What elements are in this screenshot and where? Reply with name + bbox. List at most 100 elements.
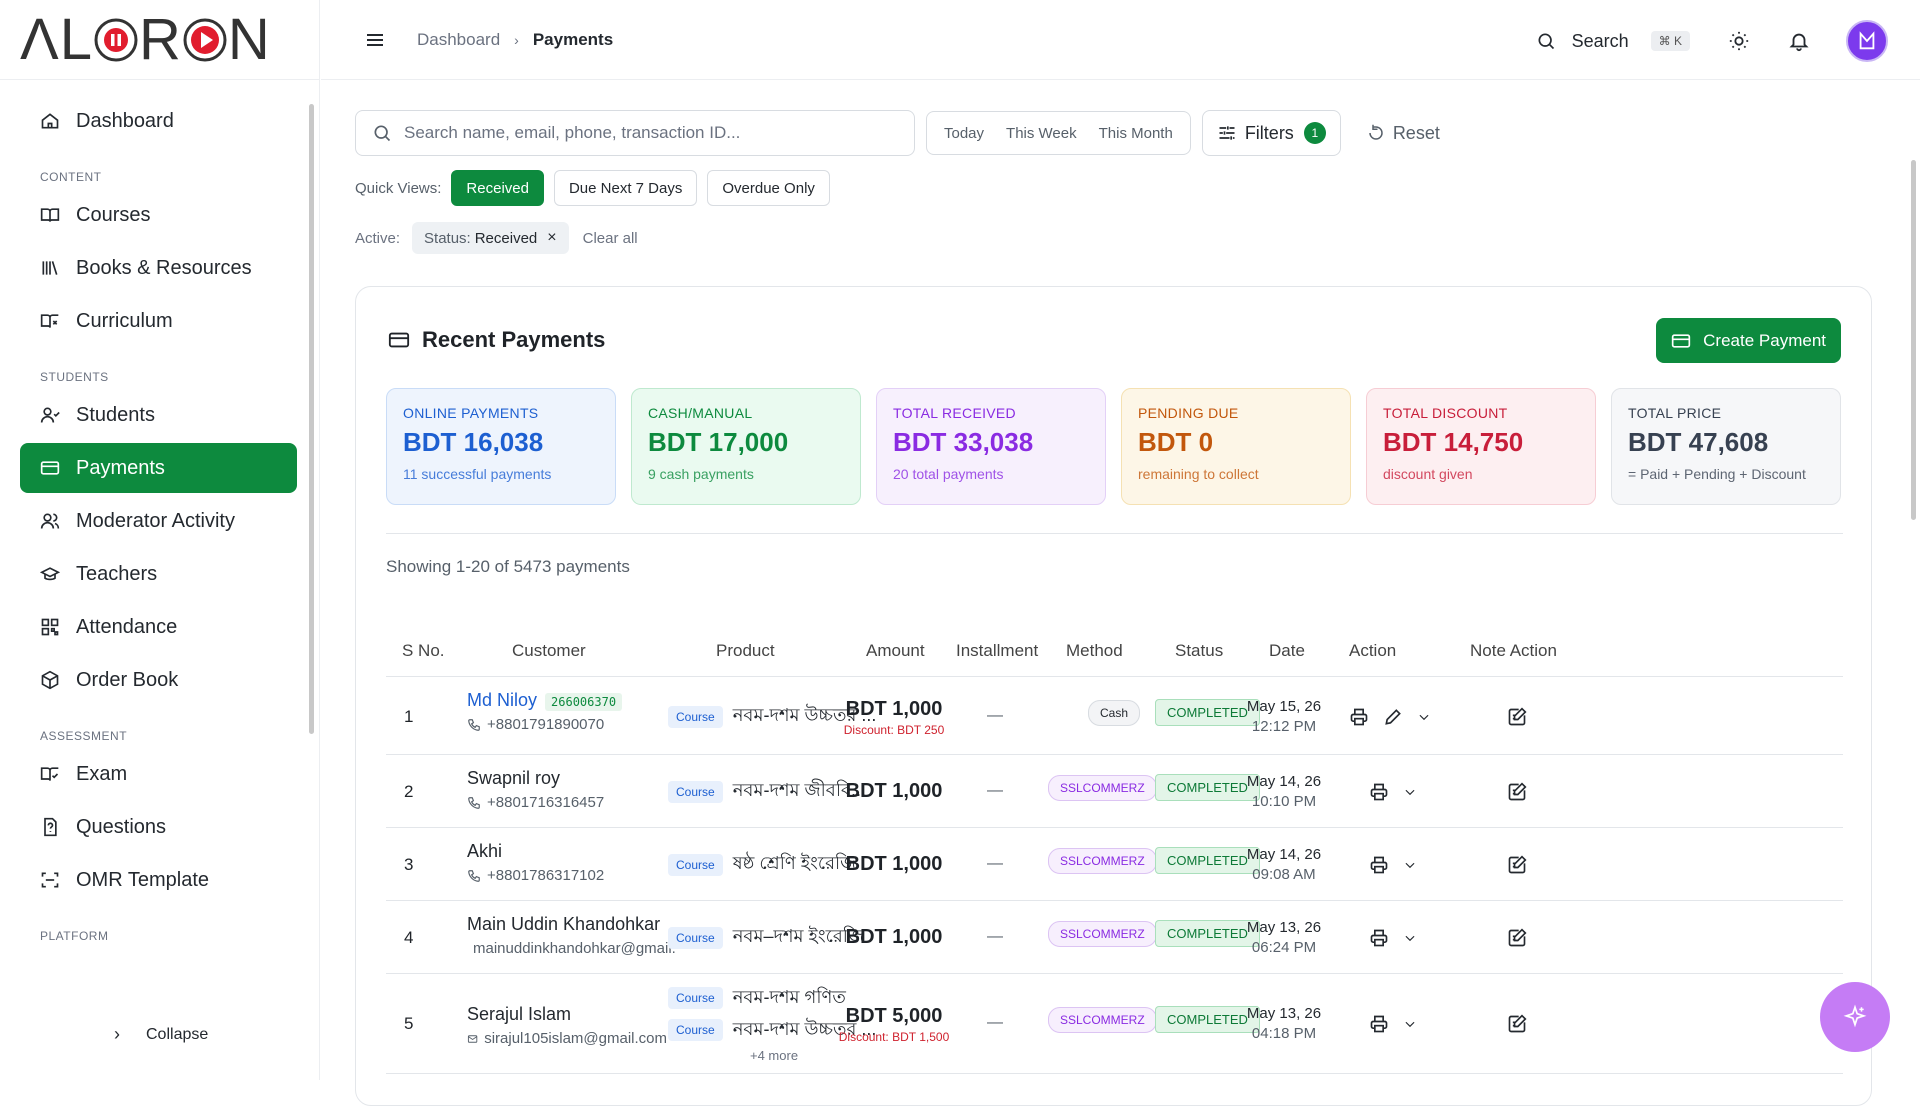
sidebar-item-order-book[interactable]: Order Book: [20, 655, 297, 705]
customer-name[interactable]: Md Niloy: [467, 690, 538, 710]
note-edit-icon[interactable]: [1507, 706, 1527, 727]
note-action[interactable]: [1507, 781, 1527, 802]
column-header-status[interactable]: Status: [1175, 641, 1224, 660]
note-action[interactable]: [1507, 927, 1527, 948]
payment-search-input[interactable]: Search name, email, phone, transaction I…: [355, 110, 915, 156]
sidebar-item-label: Teachers: [76, 562, 158, 585]
print-icon[interactable]: [1369, 782, 1389, 802]
quick-view-received[interactable]: Received: [451, 170, 544, 206]
note-action[interactable]: [1507, 1014, 1527, 1034]
amount-value: BDT 1,000: [845, 779, 943, 802]
column-header-s-no[interactable]: S No.: [402, 641, 445, 660]
product-item[interactable]: Course ষষ্ঠ শ্রেণি ইংরেজি: [668, 849, 856, 881]
table-row[interactable]: 2 Swapnil roy +8801716316457 Course নবম-দশম …: [386, 755, 1843, 828]
sidebar-item-students[interactable]: Students: [20, 390, 297, 440]
contact-text: sirajul105islam@gmail.com: [484, 1030, 667, 1047]
page-scrollbar[interactable]: [1911, 160, 1916, 520]
note-edit-icon[interactable]: [1507, 854, 1527, 875]
column-header-amount[interactable]: Amount: [866, 641, 925, 660]
topbar-actions: Search ⌘ K: [1536, 20, 1888, 62]
print-icon[interactable]: [1369, 928, 1389, 948]
product-item[interactable]: Course নবম-দশম গণিত: [668, 982, 876, 1014]
product-item[interactable]: Course নবম-দশম উচ্চতর ...: [668, 1014, 876, 1046]
product-item[interactable]: Course নবম–দশম ইংরেজি: [668, 922, 864, 954]
product-type-tag: Course: [668, 705, 723, 728]
table-row[interactable]: 5 Serajul Islam sirajul105islam@gmail.com C…: [386, 974, 1843, 1074]
chevron-down-icon[interactable]: [1403, 858, 1417, 872]
sidebar-item-attendance[interactable]: Attendance: [20, 602, 297, 652]
sidebar-item-payments[interactable]: Payments: [20, 443, 297, 493]
divider: [386, 533, 1843, 534]
sidebar-item-moderator-activity[interactable]: Moderator Activity: [20, 496, 297, 546]
sidebar-item-dashboard[interactable]: Dashboard: [20, 96, 297, 146]
filters-count-badge: 1: [1303, 122, 1326, 144]
quick-view-due-next-7-days[interactable]: Due Next 7 Days: [553, 170, 698, 206]
product-name: নবম-দশম জীববি...: [732, 780, 866, 800]
status-badge: COMPLETED: [1155, 846, 1260, 874]
avatar[interactable]: [1846, 20, 1888, 62]
breadcrumb-dashboard[interactable]: Dashboard: [417, 29, 501, 49]
column-header-customer[interactable]: Customer: [512, 641, 586, 660]
sidebar-item-books-resources[interactable]: Books & Resources: [20, 243, 297, 293]
chevron-down-icon[interactable]: [1403, 785, 1417, 799]
sidebar-item-exam[interactable]: Exam: [20, 749, 297, 799]
method-badge: SSLCOMMERZ: [1048, 847, 1157, 874]
more-products-link[interactable]: +4 more: [750, 1048, 799, 1063]
column-header-method[interactable]: Method: [1066, 641, 1123, 660]
range-this-week[interactable]: This Week: [1006, 124, 1077, 142]
chevron-down-icon[interactable]: [1417, 710, 1431, 724]
chevron-down-icon[interactable]: [1403, 1017, 1417, 1031]
ai-assistant-button[interactable]: [1820, 982, 1890, 1052]
range-today[interactable]: Today: [944, 124, 985, 142]
print-icon[interactable]: [1369, 855, 1389, 875]
create-payment-button[interactable]: Create Payment: [1656, 318, 1841, 363]
note-edit-icon[interactable]: [1507, 1014, 1527, 1034]
product-item[interactable]: Course নবম-দশম উচ্চতর ...: [668, 701, 876, 733]
chevron-down-icon[interactable]: [1403, 931, 1417, 945]
note-edit-icon[interactable]: [1507, 781, 1527, 802]
menu-icon[interactable]: [363, 28, 387, 52]
product-name: ষষ্ঠ শ্রেণি ইংরেজি: [732, 853, 857, 873]
column-header-action[interactable]: Action: [1349, 641, 1397, 660]
chip-value: Received: [474, 229, 538, 247]
table-row[interactable]: 1 Md Niloy 266006370 +8801791890070 Course নব…: [386, 678, 1843, 755]
sidebar-item-label: Dashboard: [76, 109, 174, 132]
product-item[interactable]: Course নবম-দশম জীববি...: [668, 776, 866, 808]
nav-section-students: STUDENTS: [40, 370, 109, 384]
collapse-button[interactable]: › Collapse: [114, 1024, 208, 1045]
reset-button[interactable]: Reset: [1367, 123, 1440, 144]
order-book-icon: [41, 670, 59, 690]
table-row[interactable]: 3 Akhi +8801786317102 Course ষষ্ঠ শ্রেণি ইংর…: [386, 828, 1843, 901]
edit-pencil-icon[interactable]: [1383, 707, 1403, 727]
stat-subtext: remaining to collect: [1138, 466, 1259, 482]
table-row[interactable]: 4 Main Uddin Khandohkar mainuddinkhandohka…: [386, 901, 1843, 974]
time-text: 09:08 AM: [1252, 865, 1316, 883]
sidebar-item-teachers[interactable]: Teachers: [20, 549, 297, 599]
active-filter-chip: Status: Received ×: [412, 222, 569, 254]
print-icon[interactable]: [1349, 707, 1369, 727]
range-this-month[interactable]: This Month: [1098, 124, 1173, 142]
quick-view-overdue-only[interactable]: Overdue Only: [707, 170, 830, 206]
column-header-note-action[interactable]: Note Action: [1470, 641, 1557, 660]
sidebar-scrollbar[interactable]: [309, 104, 314, 734]
filters-button[interactable]: Filters 1: [1201, 110, 1341, 156]
column-header-installment[interactable]: Installment: [956, 641, 1039, 660]
close-icon[interactable]: ×: [547, 229, 557, 246]
global-search-button[interactable]: Search ⌘ K: [1536, 31, 1690, 52]
filter-bar: Search name, email, phone, transaction I…: [355, 110, 1440, 156]
bell-icon[interactable]: [1788, 30, 1810, 52]
sidebar-item-omr-template[interactable]: OMR Template: [20, 855, 297, 905]
sun-icon[interactable]: [1728, 30, 1750, 52]
note-action[interactable]: [1507, 706, 1527, 727]
sidebar-item-curriculum[interactable]: Curriculum: [20, 296, 297, 346]
note-edit-icon[interactable]: [1507, 927, 1527, 948]
sidebar-item-questions[interactable]: Questions: [20, 802, 297, 852]
note-action[interactable]: [1507, 854, 1527, 875]
clear-all-link[interactable]: Clear all: [582, 229, 638, 247]
column-header-product[interactable]: Product: [716, 641, 775, 660]
sidebar-item-courses[interactable]: Courses: [20, 190, 297, 240]
print-icon[interactable]: [1369, 1014, 1389, 1034]
column-header-date[interactable]: Date: [1269, 641, 1305, 660]
